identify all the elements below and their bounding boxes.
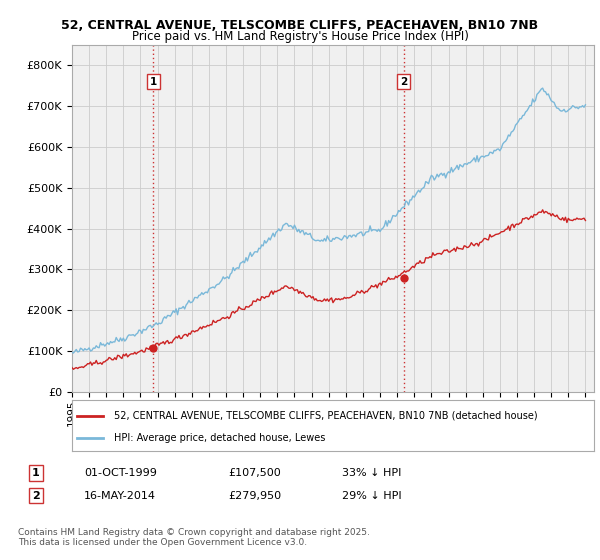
Text: Price paid vs. HM Land Registry's House Price Index (HPI): Price paid vs. HM Land Registry's House … — [131, 30, 469, 43]
Text: £279,950: £279,950 — [228, 491, 281, 501]
Text: 52, CENTRAL AVENUE, TELSCOMBE CLIFFS, PEACEHAVEN, BN10 7NB: 52, CENTRAL AVENUE, TELSCOMBE CLIFFS, PE… — [61, 18, 539, 32]
Text: HPI: Average price, detached house, Lewes: HPI: Average price, detached house, Lewe… — [114, 433, 325, 443]
Text: 16-MAY-2014: 16-MAY-2014 — [84, 491, 156, 501]
Text: Contains HM Land Registry data © Crown copyright and database right 2025.
This d: Contains HM Land Registry data © Crown c… — [18, 528, 370, 547]
Text: 1: 1 — [32, 468, 40, 478]
Text: 33% ↓ HPI: 33% ↓ HPI — [342, 468, 401, 478]
Text: 2: 2 — [400, 77, 407, 87]
Text: £107,500: £107,500 — [228, 468, 281, 478]
Text: 2: 2 — [32, 491, 40, 501]
Text: 1: 1 — [149, 77, 157, 87]
Text: 29% ↓ HPI: 29% ↓ HPI — [342, 491, 401, 501]
Text: 52, CENTRAL AVENUE, TELSCOMBE CLIFFS, PEACEHAVEN, BN10 7NB (detached house): 52, CENTRAL AVENUE, TELSCOMBE CLIFFS, PE… — [114, 410, 538, 421]
Text: 01-OCT-1999: 01-OCT-1999 — [84, 468, 157, 478]
